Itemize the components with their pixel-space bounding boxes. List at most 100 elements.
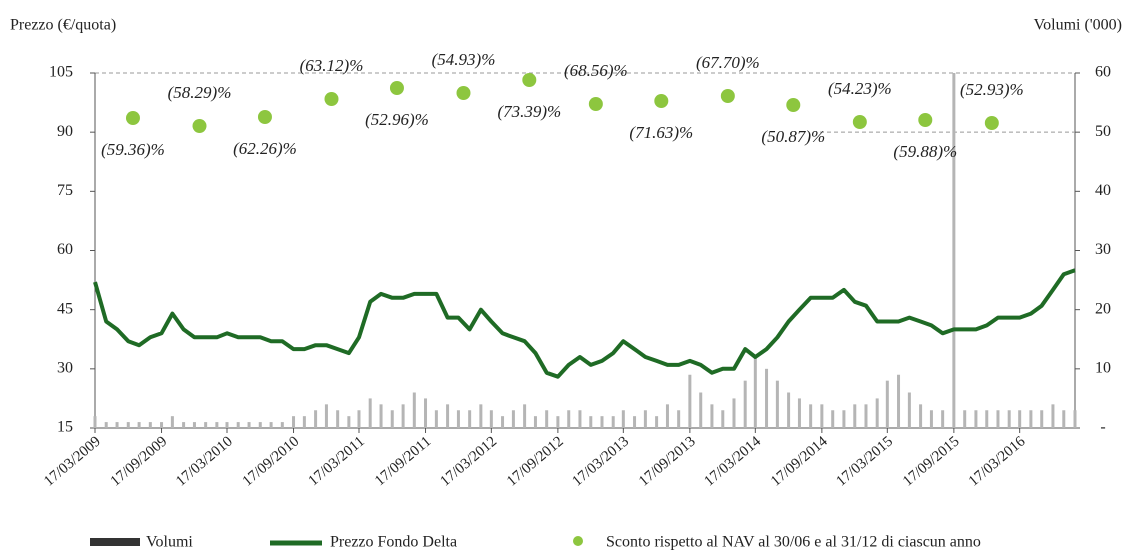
volume-bar	[665, 404, 669, 428]
volume-bar	[390, 410, 394, 428]
volume-bar	[1051, 404, 1055, 428]
legend-label: Prezzo Fondo Delta	[330, 534, 457, 551]
volume-bar	[324, 404, 328, 428]
volume-bar	[236, 422, 240, 428]
discount-label: (59.36)%	[101, 140, 165, 159]
x-tick-label: 17/09/2010	[240, 433, 303, 489]
volume-bar	[567, 410, 571, 428]
volume-bar	[907, 392, 911, 428]
volume-bar	[996, 410, 1000, 428]
volume-bar	[831, 410, 835, 428]
discount-dot	[125, 111, 140, 125]
x-tick-label: 17/03/2016	[966, 433, 1029, 490]
volume-bar	[446, 404, 450, 428]
volume-bar	[137, 422, 141, 428]
discount-label: (67.70)%	[696, 53, 760, 72]
volume-bar	[963, 410, 967, 428]
x-tick-label: 17/03/2013	[569, 433, 632, 489]
volume-bar	[247, 422, 251, 428]
x-tick-label: 17/09/2011	[372, 433, 434, 489]
volume-bar	[885, 380, 889, 428]
y2-tick-label: -	[1100, 419, 1105, 436]
discount-label: (54.23)%	[828, 79, 892, 98]
x-tick-label: 17/09/2009	[108, 433, 171, 489]
discount-dot	[918, 113, 933, 127]
x-tick-label: 17/09/2015	[900, 433, 963, 489]
volume-bar	[434, 410, 438, 428]
volume-bar	[952, 73, 956, 428]
discount-label: (54.93)%	[432, 50, 496, 69]
discount-label: (71.63)%	[629, 123, 693, 142]
y2-axis-label: Volumi ('000)	[1034, 17, 1122, 34]
volume-bar	[820, 404, 824, 428]
volume-bar	[809, 404, 813, 428]
volume-bar	[732, 398, 736, 428]
x-tick-label: 17/09/2013	[636, 433, 699, 489]
volume-bar	[523, 404, 527, 428]
y-tick-label: 45	[57, 300, 73, 317]
discount-dot	[324, 92, 339, 106]
discount-dot	[720, 89, 735, 103]
discount-dot	[852, 115, 867, 129]
volume-bar	[468, 410, 472, 428]
volume-bar	[929, 410, 933, 428]
y2-tick-label: 10	[1095, 360, 1111, 377]
volume-bar	[347, 416, 351, 428]
volume-bar	[1007, 410, 1011, 428]
volume-bar	[424, 398, 428, 428]
volume-bar	[160, 422, 164, 428]
volume-bar	[170, 416, 174, 428]
volume-bar	[126, 422, 130, 428]
volume-bar	[258, 422, 262, 428]
volume-bar	[985, 410, 989, 428]
y2-tick-label: 40	[1095, 182, 1111, 199]
volume-bar	[1018, 410, 1022, 428]
volume-bar	[864, 404, 868, 428]
volume-bar	[775, 380, 779, 428]
y-tick-label: 60	[57, 241, 73, 258]
discount-dot	[456, 86, 471, 100]
volume-bar	[842, 410, 846, 428]
y2-tick-label: 30	[1095, 241, 1111, 258]
x-tick-label: 17/09/2014	[768, 433, 831, 490]
volume-bar	[192, 422, 196, 428]
volume-bar	[204, 422, 208, 428]
discount-label: (73.39)%	[497, 102, 561, 121]
x-tick-label: 17/03/2010	[173, 433, 236, 489]
discount-dot	[522, 73, 537, 87]
volume-bar	[753, 357, 757, 428]
volume-bar	[357, 410, 361, 428]
volume-bar	[545, 410, 549, 428]
y-tick-label: 30	[57, 360, 73, 377]
price-line	[93, 268, 1076, 379]
discount-dot	[257, 110, 272, 124]
volume-bar	[456, 410, 460, 428]
discount-label: (62.26)%	[233, 139, 297, 158]
discount-dot	[588, 97, 603, 111]
discount-dot	[654, 94, 669, 108]
discount-label: (58.29)%	[168, 83, 232, 102]
volume-bar	[699, 392, 703, 428]
volume-bar	[897, 374, 901, 428]
volume-bar	[225, 422, 229, 428]
y2-tick-label: 50	[1095, 123, 1111, 140]
volume-bar	[115, 422, 119, 428]
discount-dot	[984, 116, 999, 130]
volume-bar	[1073, 410, 1077, 428]
volume-bar	[853, 404, 857, 428]
discount-label: (50.87)%	[761, 127, 825, 146]
volume-bar	[104, 422, 108, 428]
x-tick-label: 17/03/2009	[41, 433, 104, 489]
volume-bar	[489, 410, 493, 428]
volume-bar	[710, 404, 714, 428]
y-tick-label: 105	[49, 64, 73, 81]
volume-bar	[556, 416, 560, 428]
volume-bar	[412, 392, 416, 428]
volume-bar	[336, 410, 340, 428]
volume-bar	[1062, 410, 1066, 428]
discount-dot	[192, 119, 207, 133]
volume-bar	[589, 416, 593, 428]
legend-swatch	[573, 536, 583, 546]
volume-bar	[600, 416, 604, 428]
